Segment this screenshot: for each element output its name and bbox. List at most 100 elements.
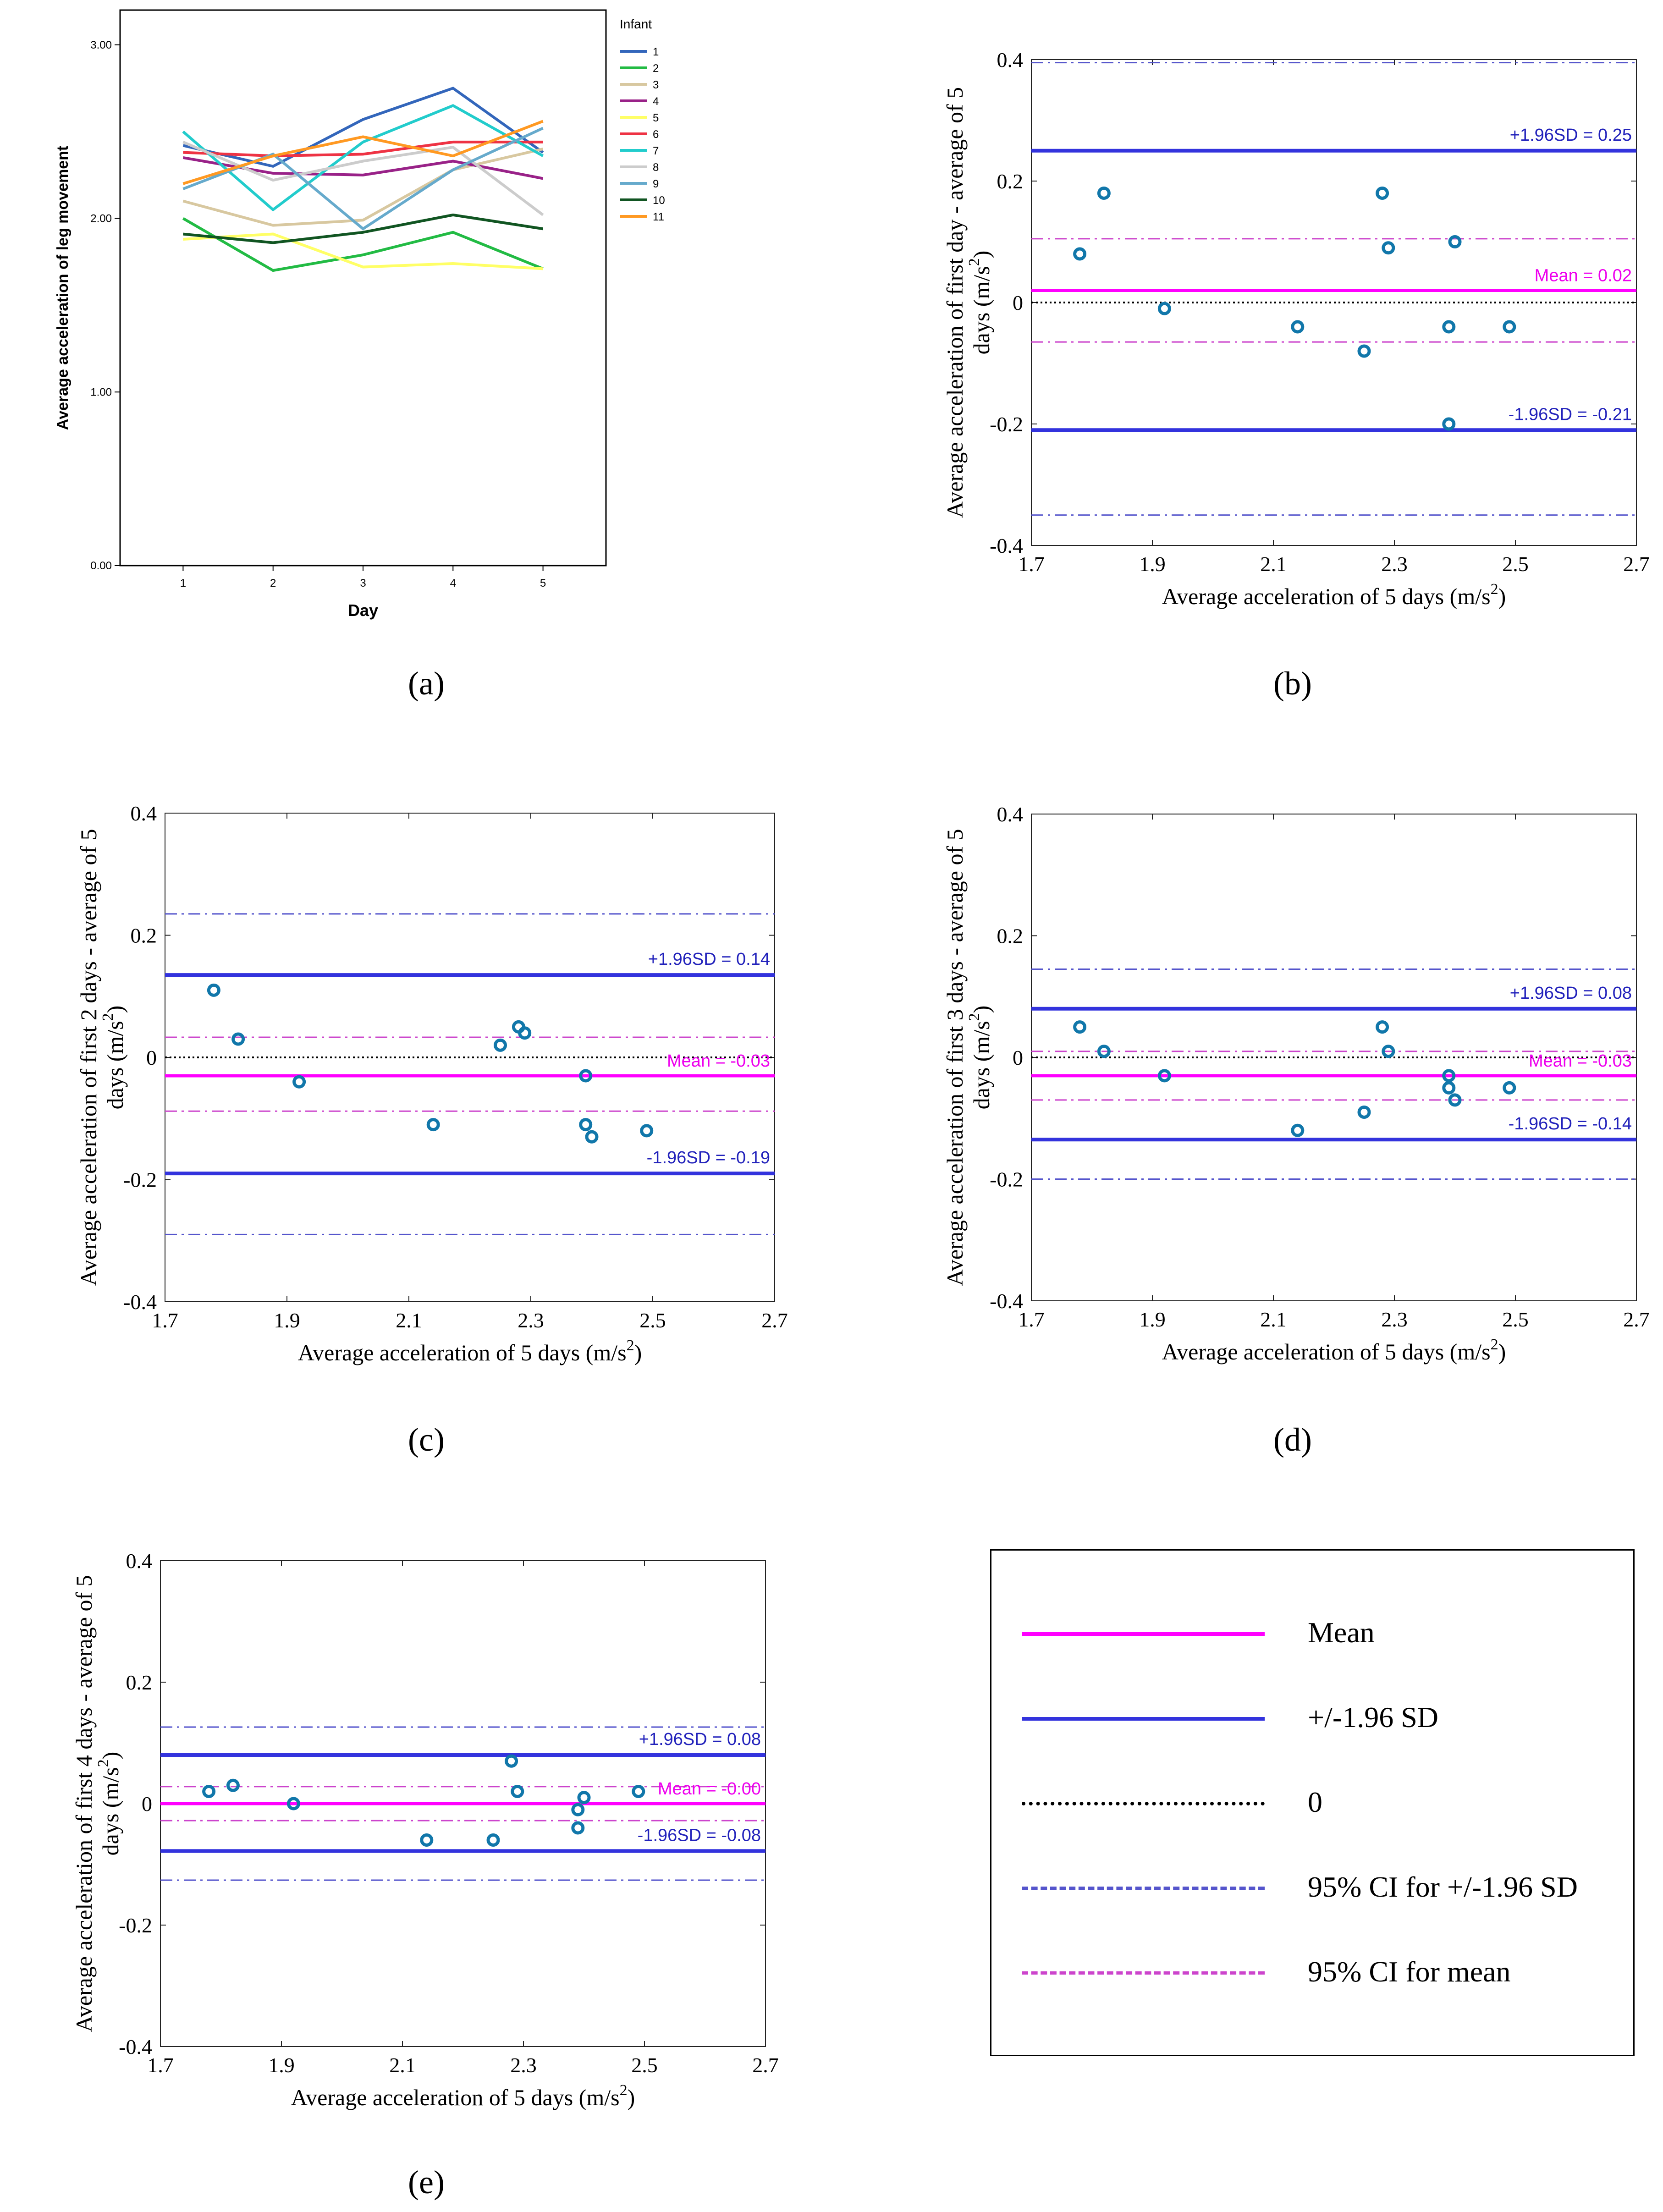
legend-swatch-ci-mean	[1022, 1971, 1265, 1975]
chart-d-panel: -0.4 -0.2 0 0.2 0.4 1.7 1.9 2.1 2.3 2.5 2.7 Average…	[862, 756, 1663, 1398]
chart-d-xtick-label: 1.9	[1139, 1308, 1166, 1331]
chart-c-point-0	[207, 983, 220, 997]
chart-a-xtick-label: 5	[540, 577, 546, 589]
legend-swatch-zero	[1022, 1802, 1265, 1805]
chart-c-xtick-label: 2.7	[761, 1309, 788, 1332]
chart-b-ytick-label: 0.4	[997, 48, 1024, 72]
chart-a-series-2	[182, 217, 544, 272]
chart-c-ylabel-text: days (m/s	[102, 1021, 128, 1109]
chart-b-ylabel-line1: Average acceleration of first day - aver…	[942, 87, 968, 518]
chart-d-upper-sd-label: +1.96SD = 0.08	[1510, 984, 1632, 1003]
chart-b-xlabel-sup: 2	[1491, 581, 1498, 598]
chart-c-panel: -0.4 -0.2 0 0.2 0.4 1.7 1.9 2.1 2.3 2.5 2.7 Average…	[0, 756, 816, 1398]
chart-d-xlabel: Average acceleration of 5 days (m/s2)	[1162, 1336, 1506, 1365]
legend-row-ci-sd: 95% CI for +/-1.96 SD	[991, 1860, 1633, 1915]
chart-b-xlabel-end: )	[1498, 583, 1506, 609]
chart-d-point-9	[1448, 1093, 1462, 1107]
chart-b-ylabel-end: )	[969, 251, 994, 259]
chart-c-ytick-label: 0	[146, 1046, 157, 1069]
chart-c-xtick-label: 2.1	[396, 1309, 422, 1332]
chart-a-legend-label-11: 11	[653, 211, 664, 223]
legend-swatch-sd	[1022, 1717, 1265, 1721]
chart-b-lower-sd-label: -1.96SD = -0.21	[1509, 405, 1632, 424]
chart-d-xlabel-text: Average acceleration of 5 days (m/s	[1162, 1339, 1491, 1365]
chart-a-frame	[119, 9, 607, 567]
chart-d-ylabel-line1: Average acceleration of first 3 days - a…	[942, 829, 968, 1286]
chart-e-point-2	[286, 1797, 300, 1810]
chart-e-xlabel-sup: 2	[620, 2082, 628, 2099]
legend-swatch-ci-sd	[1022, 1887, 1265, 1890]
chart-b-point-0	[1073, 247, 1087, 261]
legend-row-ci-mean: 95% CI for mean	[991, 1945, 1633, 2000]
chart-a-series-5	[183, 232, 543, 270]
chart-b-point-9	[1448, 235, 1462, 248]
chart-d-ytick-label: 0.4	[997, 803, 1024, 826]
chart-e-point-7	[571, 1803, 585, 1816]
bland-altman-legend: Mean +/-1.96 SD 0 95% CI for +/-1.96 SD …	[990, 1549, 1635, 2056]
chart-d-xtick-label: 1.7	[1018, 1308, 1045, 1331]
chart-b-point-6	[1382, 241, 1395, 255]
chart-b-xtick-label: 2.1	[1260, 552, 1287, 576]
chart-e-point-8	[571, 1821, 585, 1835]
caption-c: (c)	[408, 1421, 445, 1458]
chart-a-legend-label-4: 4	[653, 95, 659, 108]
chart-e-mean-label: Mean = -0.00	[658, 1779, 761, 1799]
chart-c-point-7	[579, 1069, 593, 1083]
legend-label-sd: +/-1.96 SD	[1308, 1701, 1438, 1733]
legend-label-ci-sd: 95% CI for +/-1.96 SD	[1308, 1871, 1578, 1903]
caption-e: (e)	[408, 2164, 445, 2201]
chart-a-legend-label-6: 6	[653, 128, 659, 141]
chart-e-xtick-label: 2.7	[752, 2053, 779, 2077]
chart-e-lower-sd-label: -1.96SD = -0.08	[638, 1826, 761, 1845]
chart-b-xtick-label: 2.7	[1623, 552, 1650, 576]
chart-d-ylabel-text: days (m/s	[969, 1021, 994, 1109]
chart-c-point-4	[494, 1038, 507, 1052]
chart-b-xlabel-text: Average acceleration of 5 days (m/s	[1162, 583, 1491, 609]
chart-d-xtick-label: 2.3	[1381, 1308, 1408, 1331]
chart-c-ylabel-end: )	[102, 1006, 128, 1013]
chart-a-ytick-label: 3.00	[90, 39, 112, 51]
chart-a-series-6	[183, 140, 543, 158]
chart-c-ytick-label: -0.4	[123, 1290, 157, 1314]
chart-a-legend-label-10: 10	[653, 194, 665, 207]
chart-a-series-8	[182, 141, 544, 216]
chart-a-ytick-label: 2.00	[90, 213, 112, 225]
chart-b-point-8	[1442, 417, 1456, 431]
chart-d-xtick-label: 2.7	[1623, 1308, 1650, 1331]
chart-c-point-8	[579, 1118, 593, 1132]
chart-d-ytick-label: -0.2	[990, 1168, 1023, 1191]
chart-e-xlabel-text: Average acceleration of 5 days (m/s	[291, 2085, 620, 2110]
chart-a-legend-label-3: 3	[653, 79, 659, 91]
chart-b-xtick-label: 1.9	[1139, 552, 1166, 576]
chart-e-point-0	[202, 1785, 216, 1798]
legend-row-mean: Mean	[991, 1606, 1633, 1661]
chart-b-xtick-label: 2.3	[1381, 552, 1408, 576]
chart-c-mean-label: Mean = -0.03	[667, 1051, 770, 1071]
chart-e-xtick-label: 1.9	[268, 2053, 295, 2077]
chart-e-point-5	[505, 1754, 518, 1768]
chart-c-upper-sd-label: +1.96SD = 0.14	[648, 950, 770, 969]
chart-a-series-7	[182, 104, 544, 212]
chart-d-point-8	[1442, 1081, 1456, 1095]
chart-a-legend-label-7: 7	[653, 145, 659, 157]
chart-b-ytick-label: 0	[1013, 291, 1023, 314]
chart-e-ytick-label: -0.2	[119, 1914, 152, 1937]
chart-e-xlabel: Average acceleration of 5 days (m/s2)	[291, 2082, 635, 2110]
chart-c-point-1	[231, 1032, 245, 1046]
chart-c-ytick-label: -0.2	[123, 1168, 157, 1192]
chart-b-ytick-label: 0.2	[997, 170, 1024, 193]
chart-c-xlabel-text: Average acceleration of 5 days (m/s	[298, 1340, 627, 1365]
chart-b-panel: -0.4 -0.2 0 0.2 0.4 1.7 1.9 2.1 2.3 2.5 2.7 Average…	[862, 0, 1663, 642]
chart-e-upper-sd-label: +1.96SD = 0.08	[639, 1730, 761, 1749]
chart-e-ylabel-sup: 2	[95, 1759, 112, 1767]
chart-b-ylabel-sup: 2	[966, 258, 983, 266]
chart-d-ytick-label: -0.4	[990, 1289, 1023, 1313]
chart-c-xtick-label: 2.3	[518, 1309, 544, 1332]
chart-d-ylabel-end: )	[969, 1006, 994, 1013]
chart-c-point-9	[585, 1130, 599, 1144]
chart-a-xtick-label: 2	[270, 577, 276, 589]
chart-d-point-10	[1503, 1081, 1516, 1095]
chart-a-ytick-label: 1.00	[90, 386, 112, 398]
chart-e-point-3	[420, 1833, 434, 1847]
chart-e-ytick-label: -0.4	[119, 2035, 152, 2058]
